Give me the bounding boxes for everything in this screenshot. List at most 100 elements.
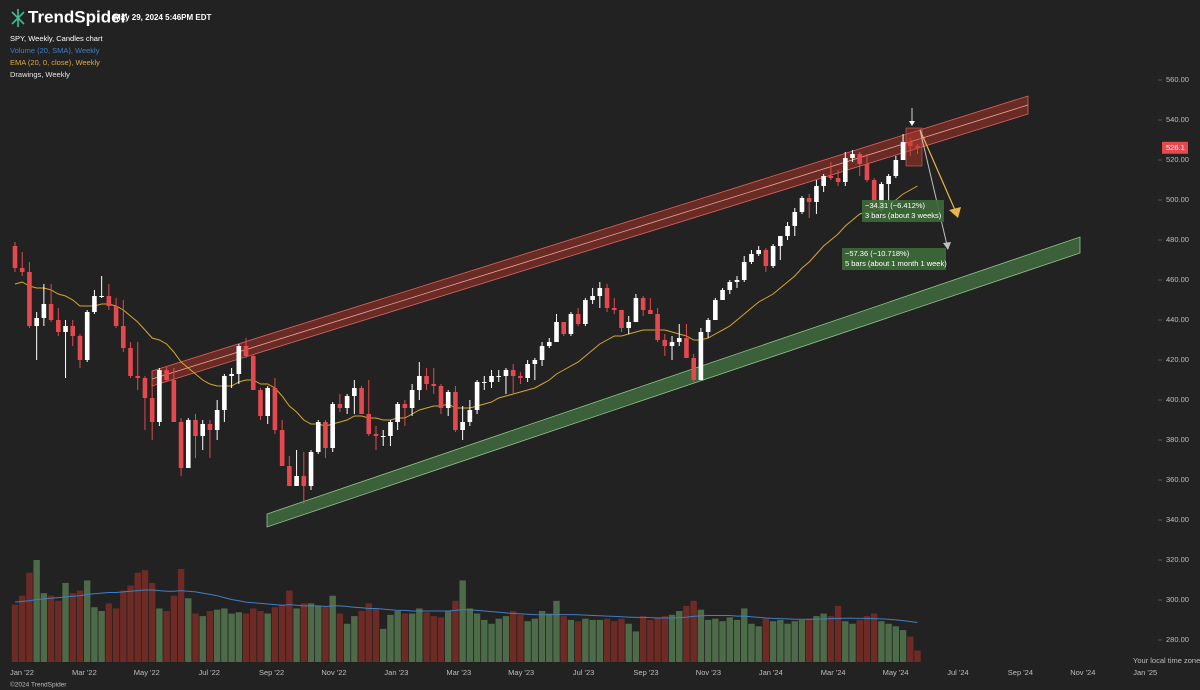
volume-bar bbox=[228, 613, 235, 662]
candle-body bbox=[525, 364, 530, 378]
y-tick-label: 340.00 bbox=[1166, 515, 1189, 524]
x-tick-label: May '24 bbox=[883, 668, 909, 677]
candle-body bbox=[734, 280, 740, 282]
y-tick-label: 380.00 bbox=[1166, 435, 1189, 444]
volume-bar bbox=[264, 613, 271, 662]
x-tick-label: Nov '22 bbox=[321, 668, 346, 677]
timestamp: May 29, 2024 5:46PM EDT bbox=[114, 13, 211, 22]
x-tick-label: Mar '24 bbox=[821, 668, 846, 677]
candle-body bbox=[431, 384, 437, 386]
volume-bar bbox=[676, 611, 683, 662]
volume-bar bbox=[112, 608, 120, 662]
x-tick-label: Sep '22 bbox=[259, 668, 284, 677]
candle-body bbox=[474, 382, 480, 410]
volume-bar bbox=[892, 626, 900, 662]
arrow-head bbox=[949, 207, 961, 218]
volume-bar bbox=[213, 609, 221, 662]
volume-bar bbox=[870, 613, 878, 662]
volume-bar bbox=[582, 618, 589, 662]
volume-bar bbox=[574, 621, 582, 662]
volume-bar bbox=[257, 611, 264, 662]
last-price-tag bbox=[1162, 141, 1188, 154]
volume-bar bbox=[798, 619, 806, 662]
candle-body bbox=[518, 376, 523, 378]
ema-line bbox=[14, 185, 918, 427]
candle-body bbox=[121, 326, 126, 348]
volume-bar bbox=[603, 618, 611, 662]
plot-area bbox=[11, 134, 921, 662]
x-tick-label: Sep '23 bbox=[633, 668, 658, 677]
brand: TrendSpider bbox=[28, 7, 128, 26]
legend-entry: Drawings, Weekly bbox=[10, 70, 70, 79]
volume-sma-line bbox=[14, 589, 918, 623]
candle-body bbox=[164, 370, 169, 380]
volume-bar bbox=[69, 593, 76, 662]
volume-bar bbox=[19, 595, 26, 662]
candle-body bbox=[323, 422, 328, 448]
x-tick-label: Jul '23 bbox=[573, 668, 594, 677]
y-tick-label: 280.00 bbox=[1166, 635, 1189, 644]
candle-body bbox=[843, 158, 848, 182]
y-tick-label: 480.00 bbox=[1166, 235, 1189, 244]
volume-bar bbox=[84, 580, 91, 662]
candle-body bbox=[171, 380, 177, 422]
candle-body bbox=[92, 296, 97, 312]
candle-body bbox=[857, 154, 863, 164]
candle-body bbox=[359, 388, 364, 414]
volume-bar bbox=[827, 616, 835, 662]
candle-body bbox=[34, 318, 39, 326]
annotation-box bbox=[862, 200, 944, 222]
candle-body bbox=[330, 404, 335, 448]
candle-body bbox=[250, 356, 256, 390]
y-tick-label: 520.00 bbox=[1166, 155, 1189, 164]
legend-entry: EMA (20, 0, close), Weekly bbox=[10, 58, 100, 67]
volume-bar bbox=[762, 618, 770, 662]
candle-body bbox=[352, 388, 357, 396]
logo bbox=[11, 9, 25, 27]
volume-bar bbox=[885, 623, 892, 662]
candle-body bbox=[640, 298, 646, 310]
volume-bar bbox=[719, 621, 726, 662]
candle-body bbox=[886, 176, 891, 184]
volume-bar bbox=[834, 605, 842, 662]
candle-body bbox=[713, 300, 718, 320]
candle-body bbox=[113, 306, 119, 326]
y-tick-label: 320.00 bbox=[1166, 555, 1189, 564]
candle-body bbox=[294, 476, 299, 486]
volume-bar bbox=[156, 608, 163, 662]
candle-body bbox=[626, 322, 631, 328]
candle-body bbox=[222, 376, 227, 410]
volume-bar bbox=[33, 560, 40, 662]
candle-body bbox=[70, 326, 76, 336]
y-tick-label: 500.00 bbox=[1166, 195, 1189, 204]
candle-body bbox=[698, 332, 704, 380]
volume-bar bbox=[690, 600, 697, 662]
candle-body bbox=[243, 346, 249, 356]
candle-body bbox=[575, 314, 581, 324]
candle-body bbox=[871, 180, 877, 210]
x-tick-label: Jul '24 bbox=[947, 668, 968, 677]
lower-channel bbox=[266, 236, 1081, 528]
candle-body bbox=[77, 336, 83, 360]
volume-bar bbox=[91, 607, 98, 662]
candle-body bbox=[850, 154, 855, 158]
candle-body bbox=[539, 346, 545, 360]
volume-bar bbox=[365, 603, 372, 662]
candle-body bbox=[380, 436, 386, 437]
candle-body bbox=[835, 178, 841, 182]
volume-bar bbox=[784, 623, 791, 662]
volume-bar bbox=[120, 590, 127, 662]
candle-body bbox=[799, 198, 805, 212]
annotation-text: 3 bars (about 3 weeks) bbox=[865, 211, 942, 220]
volume-bar bbox=[47, 595, 55, 662]
volume-bar bbox=[55, 600, 62, 662]
candle-body bbox=[676, 338, 682, 342]
annotation-text: 5 bars (about 1 month 1 week) bbox=[845, 259, 947, 268]
time-zone-note: Your local time zone bbox=[1133, 656, 1200, 665]
x-tick-label: Jul '22 bbox=[198, 668, 219, 677]
y-tick-label: 560.00 bbox=[1166, 75, 1189, 84]
candle-body bbox=[19, 268, 25, 272]
volume-bar bbox=[278, 604, 286, 662]
candle-body bbox=[178, 422, 184, 468]
